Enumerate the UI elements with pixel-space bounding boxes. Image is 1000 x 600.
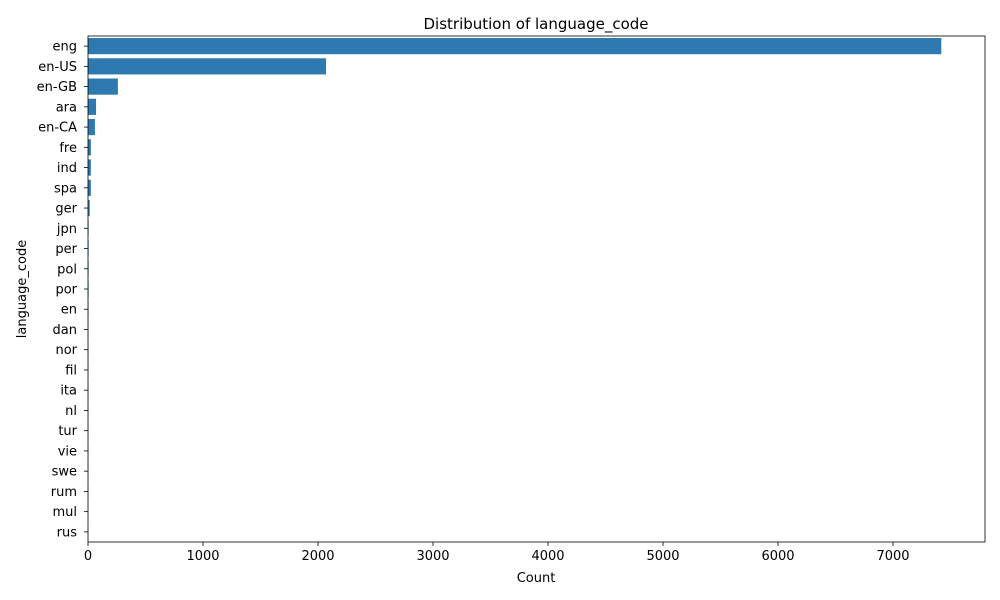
x-tick-label: 4000 bbox=[531, 549, 564, 564]
y-tick-label: vie bbox=[58, 444, 77, 459]
y-tick-label: en bbox=[61, 303, 77, 318]
y-tick-label: eng bbox=[53, 40, 78, 55]
bars-group bbox=[88, 38, 942, 540]
y-tick-label: mul bbox=[52, 505, 77, 520]
bar-spa bbox=[88, 179, 91, 196]
bar-ara bbox=[88, 98, 97, 115]
y-axis-label: language_code bbox=[15, 240, 30, 338]
x-tick-label: 5000 bbox=[646, 549, 679, 564]
x-axis-ticks: 0 1000 2000 3000 4000 5000 6000 7000 bbox=[84, 542, 910, 564]
y-tick-label: en-GB bbox=[37, 80, 77, 95]
y-tick-label: dan bbox=[53, 323, 77, 338]
y-tick-label: per bbox=[55, 242, 77, 257]
bar-ind bbox=[88, 159, 91, 176]
bar-en-GB bbox=[88, 78, 118, 95]
y-tick-label: ind bbox=[57, 161, 77, 176]
x-tick-label: 7000 bbox=[876, 549, 909, 564]
x-axis-label: Count bbox=[517, 571, 556, 586]
y-tick-label: swe bbox=[52, 465, 77, 480]
bar-en-US bbox=[88, 58, 327, 75]
y-tick-label: rum bbox=[51, 485, 77, 500]
y-tick-label: ita bbox=[60, 384, 77, 399]
y-tick-label: ger bbox=[55, 202, 77, 217]
chart-title: Distribution of language_code bbox=[423, 15, 648, 34]
x-tick-label: 3000 bbox=[416, 549, 449, 564]
y-tick-label: rus bbox=[57, 525, 78, 540]
y-tick-label: nl bbox=[65, 404, 77, 419]
y-tick-label: tur bbox=[58, 424, 77, 439]
y-tick-label: ara bbox=[56, 100, 77, 115]
x-tick-label: 2000 bbox=[301, 549, 334, 564]
bar-fre bbox=[88, 139, 91, 156]
y-tick-label: jpn bbox=[56, 222, 77, 237]
bar-en-CA bbox=[88, 118, 95, 136]
y-tick-label: nor bbox=[55, 343, 77, 358]
y-tick-label: en-US bbox=[38, 60, 77, 75]
x-tick-label: 0 bbox=[84, 549, 92, 564]
plot-frame bbox=[87, 35, 986, 543]
y-tick-label: fre bbox=[59, 141, 77, 156]
x-tick-label: 1000 bbox=[186, 549, 219, 564]
y-tick-label: en-CA bbox=[38, 121, 77, 136]
y-tick-label: por bbox=[55, 283, 77, 298]
x-tick-label: 6000 bbox=[761, 549, 794, 564]
y-tick-label: pol bbox=[57, 262, 77, 277]
bar-ger bbox=[88, 199, 90, 217]
y-tick-label: spa bbox=[54, 181, 77, 196]
y-tick-label: fil bbox=[65, 363, 77, 378]
y-axis-ticks: eng en-US en-GB ara en-CA fre ind spa ger jpn per p… bbox=[37, 40, 88, 540]
bar-eng bbox=[88, 38, 942, 55]
